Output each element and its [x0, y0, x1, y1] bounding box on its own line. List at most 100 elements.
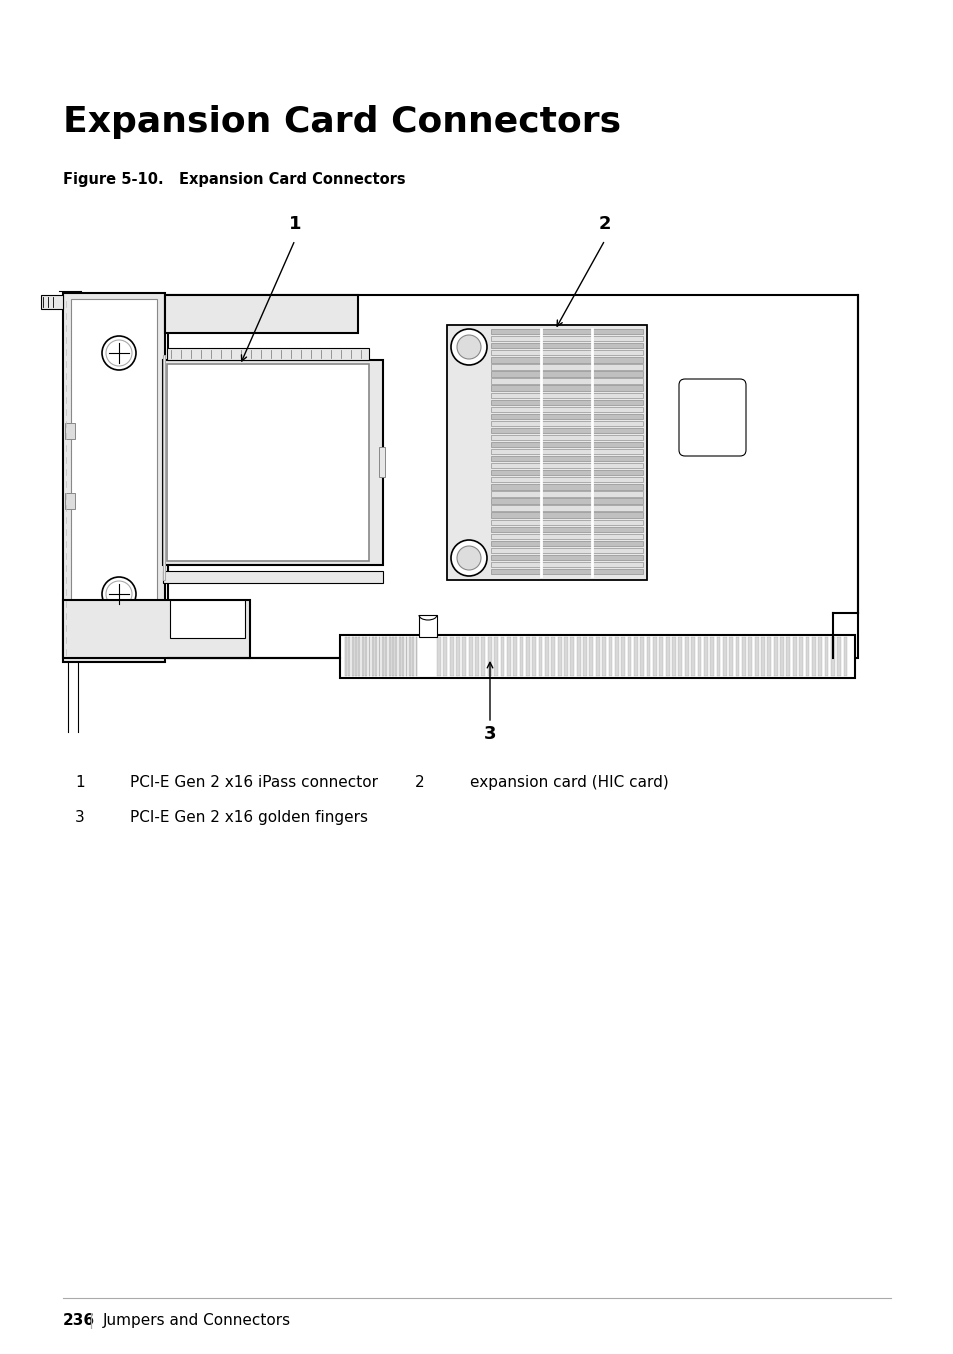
- Bar: [491, 470, 642, 475]
- Bar: [818, 636, 821, 676]
- Bar: [352, 636, 354, 676]
- Bar: [558, 636, 561, 676]
- Bar: [792, 636, 796, 676]
- Bar: [381, 636, 383, 676]
- Bar: [168, 295, 857, 658]
- Bar: [653, 636, 657, 676]
- Bar: [491, 498, 642, 504]
- Bar: [671, 636, 675, 676]
- FancyBboxPatch shape: [679, 379, 745, 456]
- Bar: [491, 555, 642, 561]
- Bar: [804, 636, 808, 676]
- Text: 1: 1: [75, 774, 85, 789]
- Text: |: |: [88, 1313, 93, 1330]
- Bar: [375, 636, 376, 676]
- Bar: [443, 636, 447, 676]
- Bar: [703, 636, 707, 676]
- Bar: [747, 636, 751, 676]
- Bar: [491, 492, 642, 497]
- Text: 2: 2: [598, 215, 611, 233]
- Bar: [665, 636, 669, 676]
- Bar: [65, 493, 75, 509]
- Bar: [491, 393, 642, 398]
- Bar: [620, 636, 624, 676]
- Bar: [491, 428, 642, 433]
- Text: 3: 3: [483, 724, 496, 743]
- Bar: [799, 636, 802, 676]
- Bar: [491, 406, 642, 412]
- Bar: [532, 636, 536, 676]
- Bar: [491, 329, 642, 334]
- Circle shape: [102, 336, 136, 370]
- Bar: [842, 636, 846, 676]
- Circle shape: [451, 329, 486, 366]
- Bar: [491, 540, 642, 546]
- Circle shape: [106, 581, 132, 607]
- Bar: [735, 636, 739, 676]
- Bar: [596, 636, 599, 676]
- Bar: [525, 636, 529, 676]
- Bar: [163, 360, 382, 565]
- Bar: [409, 636, 411, 676]
- Bar: [65, 422, 75, 439]
- Bar: [405, 636, 407, 676]
- Bar: [416, 636, 417, 676]
- Bar: [418, 615, 436, 636]
- Bar: [837, 636, 841, 676]
- Bar: [780, 636, 783, 676]
- Circle shape: [451, 540, 486, 575]
- Bar: [491, 505, 642, 510]
- Bar: [63, 292, 165, 662]
- Bar: [722, 636, 726, 676]
- Bar: [500, 636, 504, 676]
- Bar: [513, 636, 517, 676]
- Bar: [491, 336, 642, 341]
- Bar: [412, 636, 414, 676]
- Bar: [639, 636, 643, 676]
- Bar: [475, 636, 478, 676]
- Bar: [678, 636, 681, 676]
- Bar: [773, 636, 777, 676]
- Bar: [456, 636, 459, 676]
- Bar: [165, 295, 357, 333]
- Bar: [491, 378, 642, 383]
- Bar: [491, 435, 642, 440]
- Bar: [491, 533, 642, 539]
- Bar: [697, 636, 700, 676]
- Bar: [41, 295, 63, 309]
- Bar: [491, 569, 642, 574]
- Bar: [71, 299, 157, 655]
- Bar: [491, 399, 642, 405]
- Bar: [741, 636, 745, 676]
- Bar: [468, 636, 472, 676]
- Bar: [368, 636, 370, 676]
- Circle shape: [456, 334, 480, 359]
- Text: Expansion Card Connectors: Expansion Card Connectors: [63, 106, 620, 139]
- Bar: [462, 636, 466, 676]
- Bar: [519, 636, 523, 676]
- Bar: [63, 600, 250, 658]
- Bar: [491, 414, 642, 418]
- Text: Jumpers and Connectors: Jumpers and Connectors: [103, 1313, 291, 1328]
- Bar: [365, 636, 367, 676]
- Bar: [659, 636, 662, 676]
- Bar: [491, 527, 642, 532]
- Bar: [481, 636, 485, 676]
- Bar: [491, 548, 642, 552]
- Text: 3: 3: [75, 810, 85, 825]
- Bar: [709, 636, 713, 676]
- Bar: [378, 447, 385, 477]
- Bar: [348, 636, 350, 676]
- Circle shape: [102, 577, 136, 611]
- Bar: [716, 636, 720, 676]
- Bar: [491, 364, 642, 370]
- Bar: [491, 485, 642, 490]
- Circle shape: [456, 546, 480, 570]
- Bar: [491, 562, 642, 567]
- Bar: [811, 636, 815, 676]
- Bar: [385, 636, 387, 676]
- Bar: [785, 636, 789, 676]
- Text: PCI-E Gen 2 x16 iPass connector: PCI-E Gen 2 x16 iPass connector: [130, 774, 377, 789]
- Bar: [436, 636, 440, 676]
- Bar: [506, 636, 510, 676]
